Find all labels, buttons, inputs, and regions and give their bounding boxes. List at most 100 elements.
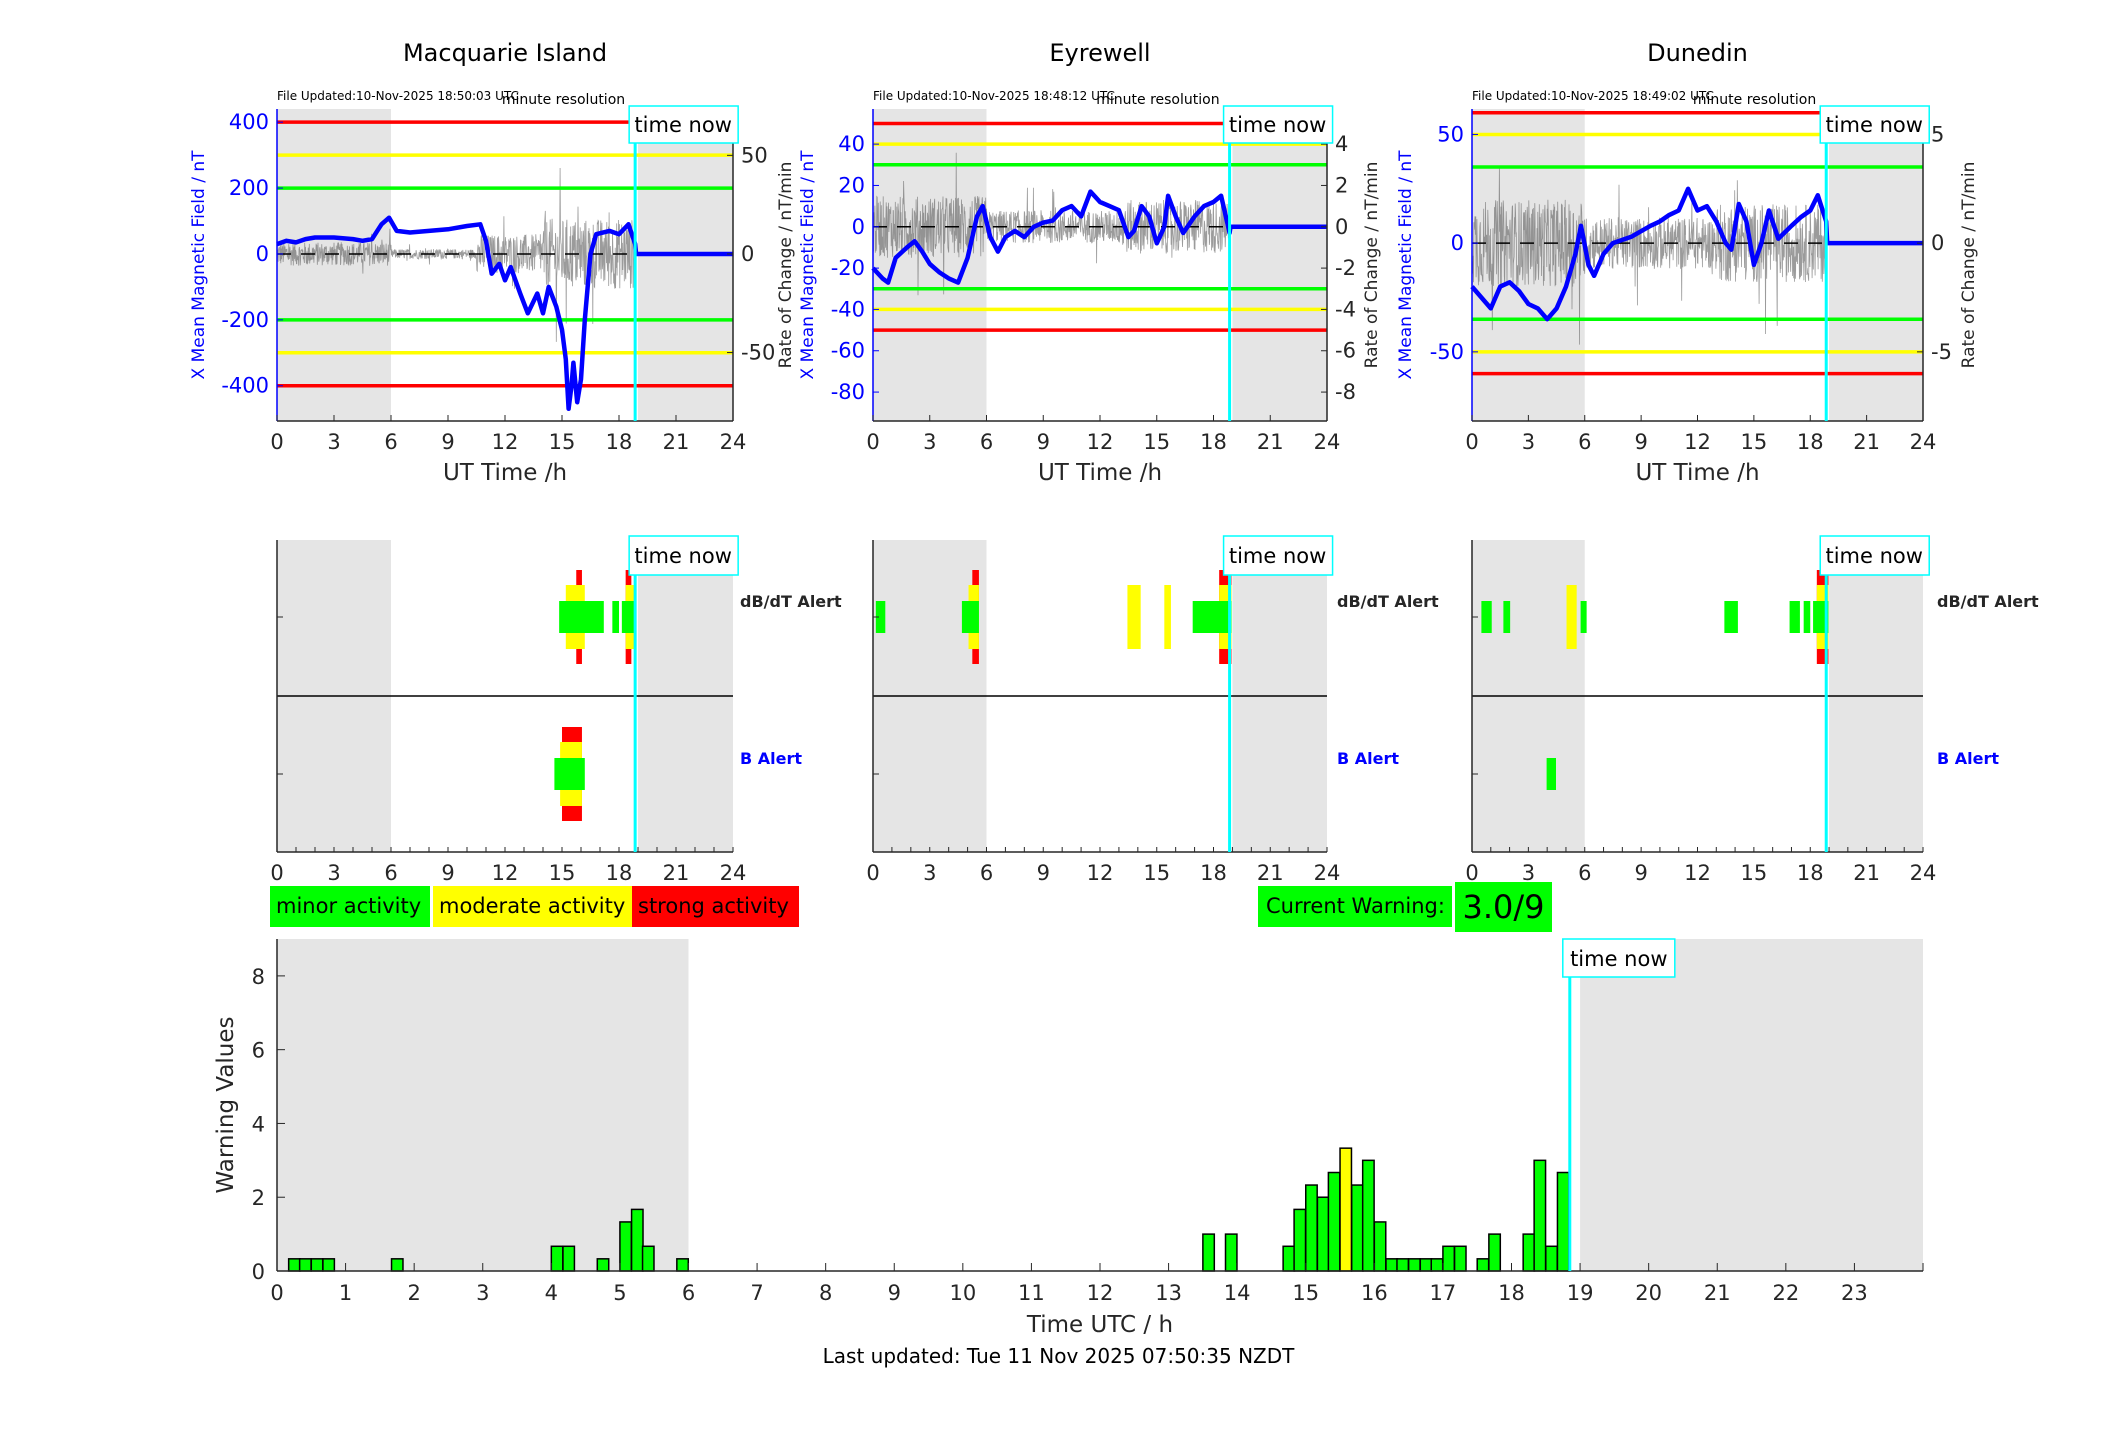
time-now-label: time now (634, 113, 731, 137)
x-tick-label: 10 (949, 1281, 976, 1305)
x-tick-label: 9 (888, 1281, 901, 1305)
x-tick-label: 12 (492, 861, 519, 885)
warning-bar (1407, 1258, 1421, 1272)
warning-bar (287, 1258, 301, 1272)
warning-bar (1361, 1159, 1375, 1272)
file-updated-text: File Updated:10-Nov-2025 18:48:12 UTC (873, 89, 1115, 103)
x-tick-label: 18 (1498, 1281, 1525, 1305)
x-tick-label: 3 (327, 861, 340, 885)
night-shading (1580, 939, 1923, 1271)
current-warning-value: 3.0/9 (1455, 882, 1552, 932)
time-now-box (1222, 535, 1334, 576)
x-tick-label: 18 (606, 430, 633, 454)
x-tick-label: 2 (407, 1281, 420, 1305)
night-shading (277, 939, 689, 1271)
time-now-label: time now (1825, 544, 1922, 568)
b-alert-label: B Alert (1937, 749, 1999, 768)
x-tick-label: 9 (1634, 861, 1647, 885)
y-tick-label: 20 (838, 173, 865, 197)
x-tick-label: 9 (441, 861, 454, 885)
x-tick-label: 21 (1257, 861, 1284, 885)
x-tick-label: 12 (1087, 861, 1114, 885)
warning-bar (1373, 1221, 1387, 1272)
x-tick-label: 18 (1797, 861, 1824, 885)
x-tick-label: 0 (866, 430, 879, 454)
x-tick-label: 22 (1772, 1281, 1799, 1305)
y-tick-label: 6 (252, 1039, 265, 1063)
chart-title: Dunedin (1647, 39, 1748, 67)
magnetic-field-trace (276, 215, 733, 412)
warning-bar (1396, 1258, 1410, 1272)
legend-strong: strong activity (632, 886, 799, 927)
left-rate-axis-label: Rate of Change / nT/min (776, 162, 796, 369)
x-tick-label: 0 (1465, 430, 1478, 454)
x-tick-label: 15 (1741, 861, 1768, 885)
y-tick-label: 50 (1437, 122, 1464, 146)
x-tick-label: 12 (1087, 430, 1114, 454)
warning-bar (310, 1258, 324, 1272)
warning-bar (1282, 1245, 1296, 1272)
x-tick-label: 24 (720, 430, 747, 454)
x-tick-label: 24 (1910, 861, 1937, 885)
time-now-label: time now (1229, 544, 1326, 568)
warning-bar (1327, 1171, 1341, 1272)
time-now-box (1819, 105, 1930, 144)
warning-bar (550, 1245, 564, 1272)
warning-bar (630, 1208, 644, 1272)
x-axis-label: UT Time /h (1635, 460, 1759, 486)
x-tick-label: 0 (270, 861, 283, 885)
x-tick-label: 0 (866, 861, 879, 885)
x-tick-label: 21 (1257, 430, 1284, 454)
time-now-box (1562, 938, 1676, 978)
y-tick-label: 4 (252, 1112, 265, 1136)
time-now-box (628, 105, 739, 144)
left-y-axis-label: X Mean Magnetic Field / nT (189, 150, 209, 380)
x-tick-label: 3 (476, 1281, 489, 1305)
x-tick-label: 5 (613, 1281, 626, 1305)
y2-tick-label: 0 (741, 242, 754, 266)
y-tick-label: 0 (852, 215, 865, 239)
y2-tick-label: 0 (1931, 231, 1944, 255)
x-tick-label: 18 (606, 861, 633, 885)
night-shading (1829, 109, 1923, 421)
y2-tick-label: 4 (1335, 132, 1348, 156)
time-now-label: time now (1825, 113, 1922, 137)
legend-minor: minor activity (270, 886, 430, 927)
alert-block-minor (1789, 601, 1800, 633)
alert-block-minor (1813, 601, 1829, 633)
y-tick-label: 2 (252, 1186, 265, 1210)
alert-block-moderate (1127, 585, 1141, 649)
alert-block-minor (875, 601, 886, 633)
alert-block-minor (554, 758, 585, 790)
time-now-label: time now (634, 544, 731, 568)
x-tick-label: 12 (1684, 430, 1711, 454)
x-tick-label: 3 (1522, 861, 1535, 885)
night-shading (1232, 109, 1327, 421)
warning-bar (1488, 1233, 1502, 1272)
chart-title: Macquarie Island (403, 39, 607, 67)
x-tick-label: 9 (1037, 430, 1050, 454)
b-alert-label: B Alert (1337, 749, 1399, 768)
alert-block-minor (1724, 601, 1738, 633)
b-alert-label: B Alert (740, 749, 802, 768)
x-tick-label: 24 (720, 861, 747, 885)
time-now-box (628, 535, 739, 576)
x-tick-label: 15 (1741, 430, 1768, 454)
y2-tick-label: 2 (1335, 173, 1348, 197)
x-tick-label: 24 (1910, 430, 1937, 454)
warning-bar (619, 1221, 633, 1272)
y-tick-label: 0 (1451, 231, 1464, 255)
x-tick-label: 6 (682, 1281, 695, 1305)
y-tick-label: -20 (831, 256, 865, 280)
alert-block-minor (559, 601, 604, 633)
warning-bar (390, 1258, 404, 1272)
warning-bar (1350, 1184, 1364, 1272)
x-tick-label: 3 (923, 861, 936, 885)
dbdt-alert-label: dB/dT Alert (1937, 592, 2039, 611)
x-tick-label: 9 (1037, 861, 1050, 885)
y2-tick-label: 50 (741, 143, 768, 167)
y2-tick-label: -6 (1335, 339, 1356, 363)
warning-bar (322, 1258, 336, 1272)
x-tick-label: 18 (1200, 861, 1227, 885)
alert-block-minor (1580, 601, 1587, 633)
